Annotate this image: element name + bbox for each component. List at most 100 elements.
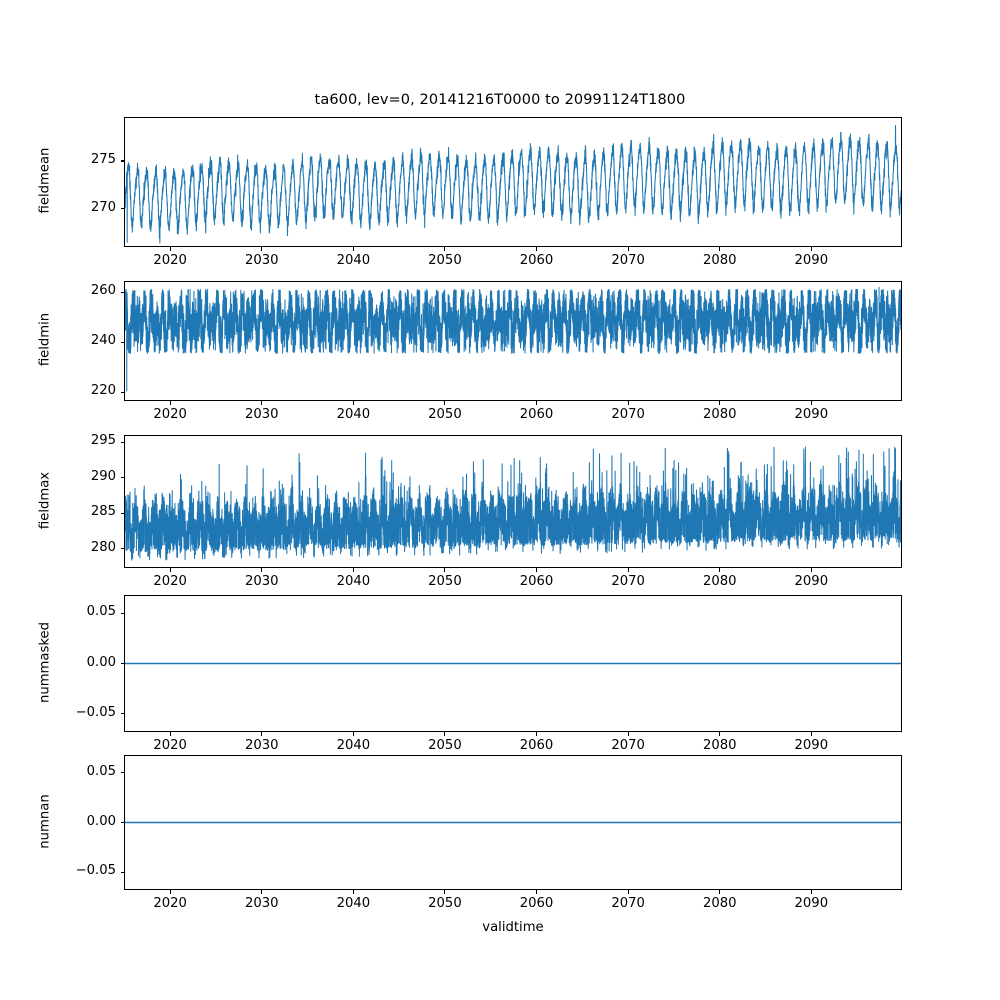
x-tick-mark	[169, 890, 171, 894]
y-tick-mark	[120, 341, 124, 343]
x-tick-mark	[352, 247, 354, 251]
x-tick-mark	[719, 247, 721, 251]
x-tick-label: 2050	[428, 896, 462, 911]
x-tick-label: 2030	[244, 574, 279, 589]
x-tick-mark	[169, 732, 171, 736]
axes-fieldmean	[124, 117, 902, 247]
y-tick-mark	[120, 713, 124, 715]
x-tick-label: 2090	[794, 738, 829, 753]
x-tick-label: 2020	[153, 574, 187, 589]
x-tick-mark	[352, 568, 354, 572]
x-tick-mark	[261, 568, 263, 572]
y-tick-mark	[120, 821, 124, 824]
x-tick-mark	[810, 401, 812, 405]
x-tick-mark	[810, 732, 812, 736]
x-tick-label: 2060	[519, 896, 554, 911]
x-tick-label: 2040	[336, 407, 371, 422]
y-tick-label: 0.00	[86, 813, 116, 829]
x-tick-label: 2040	[336, 253, 371, 268]
x-tick-label: 2030	[244, 407, 279, 422]
x-tick-mark	[535, 568, 538, 572]
y-tick-mark	[120, 512, 124, 514]
series-line-fieldmin	[125, 286, 901, 392]
x-tick-label: 2050	[428, 574, 462, 589]
y-tick-label: 270	[90, 199, 116, 215]
x-tick-label: 2020	[153, 407, 187, 422]
y-tick-label: 280	[90, 539, 116, 555]
x-tick-mark	[352, 401, 354, 405]
x-tick-label: 2030	[244, 738, 279, 753]
x-tick-mark	[444, 401, 446, 405]
x-tick-mark	[444, 732, 446, 736]
x-tick-mark	[169, 568, 171, 572]
x-tick-mark	[627, 401, 629, 405]
axes-fieldmax	[124, 435, 902, 568]
x-tick-mark	[810, 247, 812, 251]
y-tick-label: 0.05	[86, 604, 116, 620]
x-tick-mark	[719, 890, 721, 894]
x-tick-label: 2050	[428, 407, 462, 422]
x-tick-mark	[535, 401, 538, 405]
x-tick-label: 2050	[428, 253, 462, 268]
x-tick-label: 2070	[611, 407, 645, 422]
y-tick-label: 260	[90, 283, 116, 299]
series-line-fieldmax	[125, 446, 901, 561]
x-tick-mark	[352, 890, 354, 894]
series-line-fieldmean	[125, 125, 901, 244]
x-tick-mark	[535, 890, 538, 894]
axes-numnan	[124, 755, 902, 890]
x-tick-mark	[810, 568, 812, 572]
y-tick-label: 295	[90, 433, 116, 449]
x-tick-label: 2090	[794, 253, 829, 268]
x-tick-mark	[627, 890, 629, 894]
y-tick-mark	[120, 871, 124, 873]
x-tick-mark	[719, 732, 721, 736]
y-tick-mark	[120, 612, 124, 614]
y-tick-mark	[120, 548, 124, 550]
x-tick-mark	[261, 401, 263, 405]
x-tick-label: 2080	[702, 896, 737, 911]
x-tick-mark	[627, 732, 629, 736]
y-tick-mark	[120, 208, 124, 210]
x-tick-mark	[444, 568, 446, 572]
x-tick-mark	[719, 568, 721, 572]
x-tick-mark	[261, 732, 263, 736]
x-tick-label: 2030	[244, 253, 279, 268]
x-tick-mark	[169, 401, 171, 405]
x-tick-mark	[535, 247, 538, 251]
y-tick-label: 275	[90, 151, 116, 167]
x-tick-label: 2090	[794, 896, 829, 911]
x-tick-label: 2060	[519, 738, 554, 753]
y-axis-label-numnan: numnan	[37, 793, 53, 849]
x-tick-mark	[535, 732, 538, 736]
x-tick-mark	[444, 247, 446, 251]
x-tick-label: 2040	[336, 738, 371, 753]
y-tick-label: −0.05	[75, 863, 116, 879]
y-tick-label: 240	[90, 333, 116, 349]
x-tick-mark	[352, 732, 354, 736]
x-tick-label: 2090	[794, 574, 829, 589]
x-tick-label: 2070	[611, 574, 645, 589]
x-tick-mark	[627, 247, 629, 251]
x-tick-mark	[719, 401, 721, 405]
y-tick-mark	[120, 291, 124, 293]
axes-nummasked	[124, 595, 902, 732]
y-tick-mark	[120, 662, 124, 665]
x-tick-label: 2070	[611, 896, 645, 911]
x-tick-label: 2070	[611, 253, 645, 268]
x-tick-label: 2080	[702, 574, 737, 589]
x-tick-label: 2040	[336, 574, 371, 589]
y-tick-mark	[120, 160, 124, 162]
x-axis-label: validtime	[482, 920, 544, 935]
x-tick-label: 2020	[153, 738, 187, 753]
y-tick-label: 0.05	[86, 763, 116, 779]
axes-fieldmin	[124, 281, 902, 401]
y-tick-label: 290	[90, 468, 116, 484]
x-tick-label: 2080	[702, 253, 737, 268]
x-tick-label: 2080	[702, 738, 737, 753]
x-tick-label: 2040	[336, 896, 371, 911]
y-tick-label: −0.05	[75, 704, 116, 720]
x-tick-label: 2030	[244, 896, 279, 911]
x-tick-mark	[261, 247, 263, 251]
